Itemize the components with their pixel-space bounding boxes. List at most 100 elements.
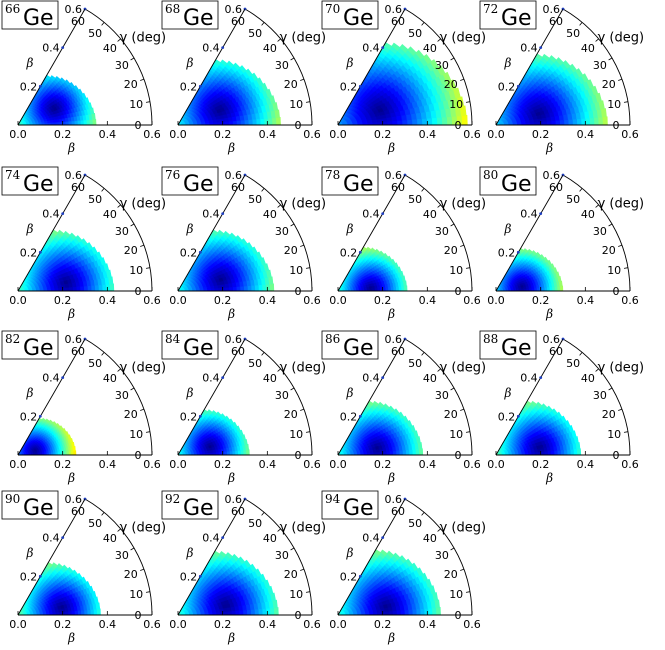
gamma-tick-mark [300,78,305,81]
gamma-axis-label: γ (deg) [120,360,166,375]
surface-cell [560,449,565,456]
surface-cell [92,118,97,126]
beta-tick-label: 0.4 [42,372,60,385]
gamma-tick-mark [305,431,311,433]
beta-axis-label: β [504,56,512,70]
surface-cell [402,119,409,126]
surface-cell [600,108,607,118]
element-symbol: Ge [183,336,214,361]
beta-tick-label: 0.2 [180,246,198,259]
surface-cell [436,116,443,126]
beta-tick-label: 0.6 [65,333,83,346]
surface-cell [102,284,107,292]
energy-surface [17,229,115,292]
x-tick-label: 0.4 [577,128,595,141]
beta-tick-mark [381,46,385,49]
beta-tick-label: 0.2 [498,80,516,93]
beta-tick-label: 0.2 [20,410,38,423]
beta-tick-mark [38,414,42,418]
beta-tick-label: 0.6 [385,169,403,182]
surface-cell [555,119,561,126]
gamma-tick-label: 40 [423,42,437,55]
x-tick-label: 0.0 [487,128,505,141]
x-tick-label: 0.2 [532,294,550,307]
surface-cell [387,120,394,126]
surface-cell [446,116,453,126]
gamma-tick-label: 20 [124,78,138,91]
surface-cell [258,284,264,292]
surface-cell [89,107,95,115]
gamma-tick-label: 60 [391,181,405,194]
surface-cell [72,446,76,452]
x-tick-label: 0.4 [99,128,117,141]
gamma-tick-label: 60 [391,15,405,28]
surface-cell [554,450,559,456]
gamma-tick-label: 0 [455,449,462,462]
x-tick-label: 0.2 [214,128,232,141]
beta-tick-label: 0.4 [362,372,380,385]
gamma-tick-label: 30 [275,389,289,402]
x-tick-label: 0.2 [374,128,392,141]
surface-cell [91,113,96,120]
surface-cell [461,114,468,126]
gamma-tick-label: 60 [391,345,405,358]
x-tick-label: 0.4 [99,458,117,471]
gamma-tick-label: 50 [248,27,262,40]
beta-tick-label: 0.4 [520,42,538,55]
surface-cell [385,286,389,292]
surface-cell [536,287,541,292]
beta-tick-mark [221,46,225,49]
element-symbol: Ge [501,6,532,31]
element-symbol: Ge [183,6,214,31]
x-tick-label: 0.0 [169,294,187,307]
surface-cell [576,118,583,126]
x-tick-label: 0.0 [329,458,347,471]
mass-number: 86 [325,332,340,346]
gamma-tick-label: 60 [71,345,85,358]
gamma-tick-label: 60 [549,345,563,358]
gamma-tick-mark [82,8,86,13]
gamma-tick-label: 60 [231,15,245,28]
gamma-tick-label: 30 [435,225,449,238]
beta-tick-label: 0.4 [202,208,220,221]
surface-cell [441,116,448,126]
gamma-tick-label: 20 [284,78,298,91]
gamma-tick-label: 30 [593,59,607,72]
surface-cell [237,449,242,456]
surface-cell [59,77,66,84]
gamma-axis-label: γ (deg) [440,360,486,375]
x-tick-label: 0.6 [143,294,161,307]
beta-tick-label: 0.4 [520,372,538,385]
gamma-tick-label: 60 [549,181,563,194]
surface-cell [563,449,569,456]
gamma-tick-label: 20 [602,408,616,421]
surface-cell [421,117,428,126]
mass-number: 68 [165,2,180,16]
surface-cell [240,119,246,126]
gamma-tick-label: 50 [88,193,102,206]
gamma-tick-label: 0 [613,449,620,462]
surface-cell [254,284,260,292]
beta-tick-label: 0.6 [543,169,561,182]
gamma-tick-label: 40 [263,208,277,221]
beta-axis-label: β [26,386,34,400]
x-axis-label: β [67,307,75,321]
gamma-tick-label: 0 [135,285,142,298]
gamma-tick-label: 0 [135,449,142,462]
gamma-tick-label: 50 [408,27,422,40]
gamma-tick-mark [101,22,105,26]
gamma-tick-mark [465,431,471,433]
element-symbol: Ge [343,336,374,361]
beta-tick-label: 0.2 [498,246,516,259]
surface-cell [402,449,407,456]
surface-cell [575,442,581,450]
x-tick-label: 0.6 [621,458,639,471]
surface-cell [541,286,546,292]
gamma-tick-label: 10 [449,428,463,441]
x-tick-label: 0.6 [303,458,321,471]
element-symbol: Ge [23,336,54,361]
gamma-tick-mark [460,78,465,81]
gamma-tick-mark [460,408,465,411]
gamma-tick-label: 10 [607,98,621,111]
